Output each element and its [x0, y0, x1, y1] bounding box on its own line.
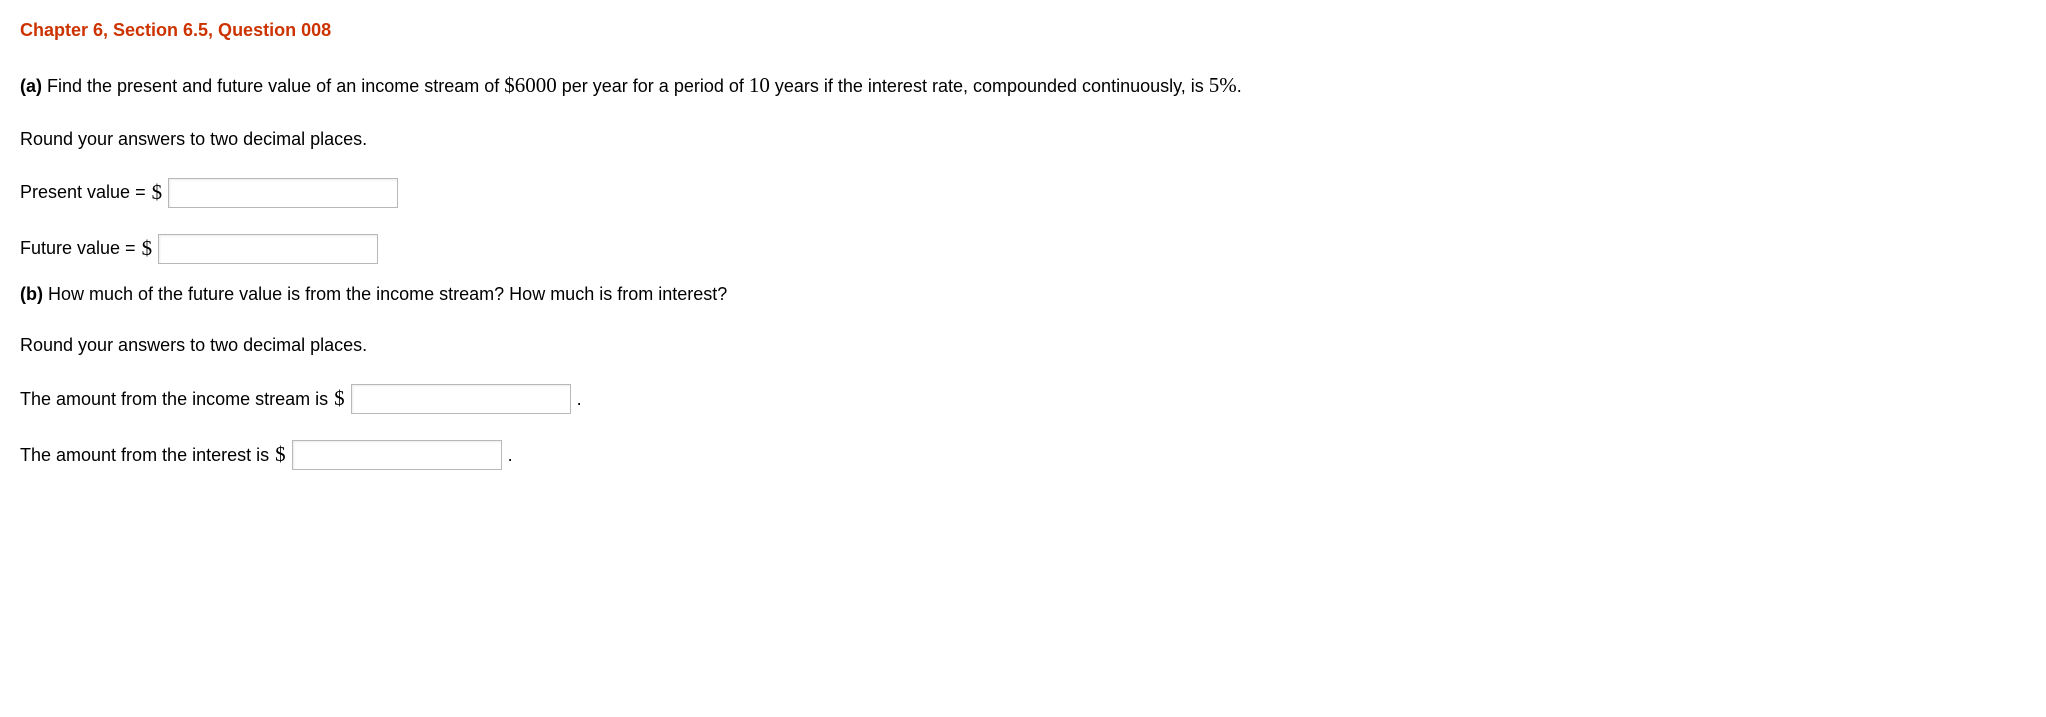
part-a-round-instruction: Round your answers to two decimal places… [20, 127, 2026, 152]
income-stream-label: The amount from the income stream is [20, 387, 328, 412]
interest-period: . [508, 443, 513, 468]
present-value-row: Present value = $ [20, 178, 2026, 208]
part-a-text-2: per year for a period of [557, 76, 749, 96]
part-a-amount: $6000 [504, 73, 557, 97]
part-a-text-4: . [1237, 76, 1242, 96]
future-value-label: Future value = [20, 236, 136, 261]
part-b-round-instruction: Round your answers to two decimal places… [20, 333, 2026, 358]
future-value-input[interactable] [158, 234, 378, 264]
interest-row: The amount from the interest is $ . [20, 440, 2026, 470]
present-value-input[interactable] [168, 178, 398, 208]
part-a-label: (a) [20, 76, 42, 96]
part-b-label: (b) [20, 284, 43, 304]
part-b-question: (b) How much of the future value is from… [20, 282, 2026, 307]
interest-label: The amount from the interest is [20, 443, 269, 468]
future-value-dollar-symbol: $ [142, 234, 153, 263]
part-a-text-3: years if the interest rate, compounded c… [770, 76, 1209, 96]
income-stream-dollar-symbol: $ [334, 384, 345, 413]
part-a-rate: 5% [1209, 73, 1237, 97]
interest-input[interactable] [292, 440, 502, 470]
present-value-label: Present value = [20, 180, 146, 205]
part-a-years: 10 [749, 73, 770, 97]
part-b-text: How much of the future value is from the… [43, 284, 727, 304]
income-stream-period: . [577, 387, 582, 412]
present-value-dollar-symbol: $ [152, 178, 163, 207]
income-stream-row: The amount from the income stream is $ . [20, 384, 2026, 414]
income-stream-input[interactable] [351, 384, 571, 414]
part-a-question: (a) Find the present and future value of… [20, 71, 2026, 100]
interest-dollar-symbol: $ [275, 440, 286, 469]
future-value-row: Future value = $ [20, 234, 2026, 264]
part-a-text-1: Find the present and future value of an … [42, 76, 504, 96]
question-header: Chapter 6, Section 6.5, Question 008 [20, 18, 2026, 43]
